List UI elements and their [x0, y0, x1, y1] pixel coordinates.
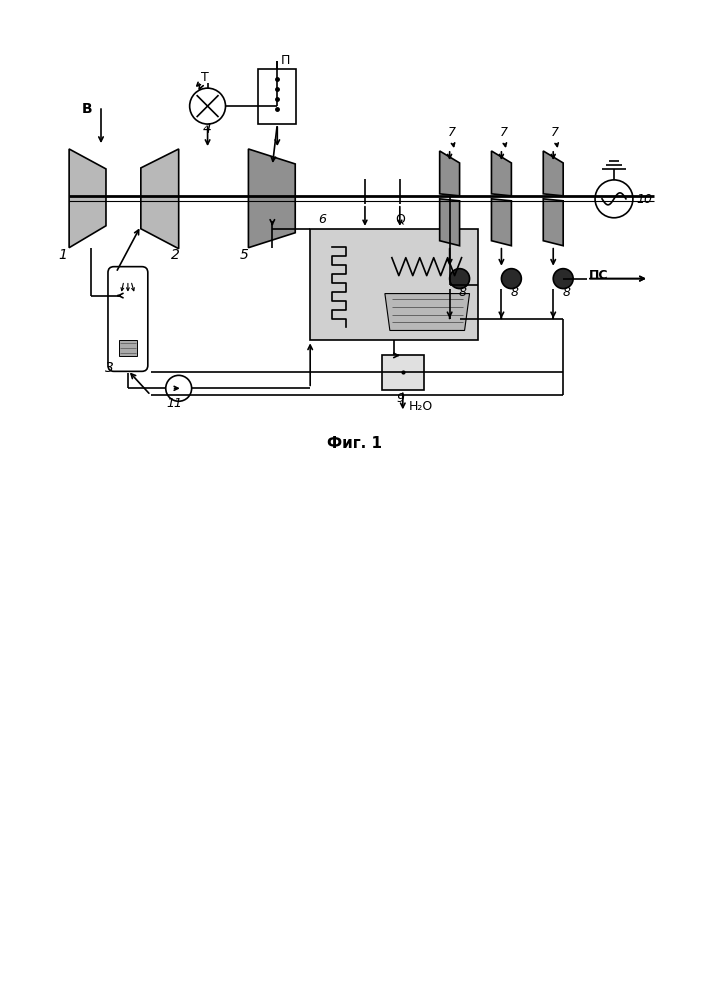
Circle shape	[166, 375, 191, 401]
Text: 8: 8	[459, 286, 467, 299]
Bar	[310, 229, 478, 340]
Text: В: В	[82, 102, 92, 116]
Text: Н₂О: Н₂О	[408, 400, 433, 413]
Polygon shape	[248, 149, 295, 248]
Text: 7: 7	[499, 126, 508, 139]
Polygon shape	[543, 199, 563, 246]
Circle shape	[501, 269, 521, 289]
Text: Q: Q	[395, 213, 405, 226]
Circle shape	[595, 180, 633, 218]
Text: 6: 6	[318, 213, 326, 226]
Polygon shape	[69, 149, 106, 248]
Polygon shape	[491, 199, 511, 246]
Polygon shape	[440, 151, 459, 196]
Text: Фиг. 1: Фиг. 1	[327, 436, 381, 451]
Text: 7: 7	[551, 126, 559, 139]
Text: 3: 3	[104, 361, 113, 375]
Text: 1: 1	[59, 248, 67, 262]
Text: Т: Т	[201, 71, 208, 84]
Text: ПС: ПС	[589, 269, 608, 282]
Circle shape	[189, 88, 225, 124]
Text: 8: 8	[562, 286, 570, 299]
Polygon shape	[440, 199, 459, 246]
FancyBboxPatch shape	[108, 267, 147, 371]
Bar	[258, 69, 296, 124]
Text: 8: 8	[510, 286, 518, 299]
Polygon shape	[141, 149, 179, 249]
Text: П: П	[281, 54, 290, 67]
Text: 10: 10	[637, 193, 653, 206]
Text: 4: 4	[203, 122, 212, 136]
Text: 2: 2	[172, 248, 180, 262]
Circle shape	[553, 269, 573, 289]
Polygon shape	[543, 151, 563, 196]
Text: 5: 5	[240, 248, 249, 262]
Bar	[119, 340, 137, 356]
Polygon shape	[385, 294, 469, 330]
Text: 9: 9	[397, 392, 405, 405]
Text: 7: 7	[447, 126, 456, 139]
Polygon shape	[491, 151, 511, 196]
Bar	[382, 355, 424, 390]
Text: 11: 11	[167, 397, 183, 410]
Circle shape	[450, 269, 469, 289]
